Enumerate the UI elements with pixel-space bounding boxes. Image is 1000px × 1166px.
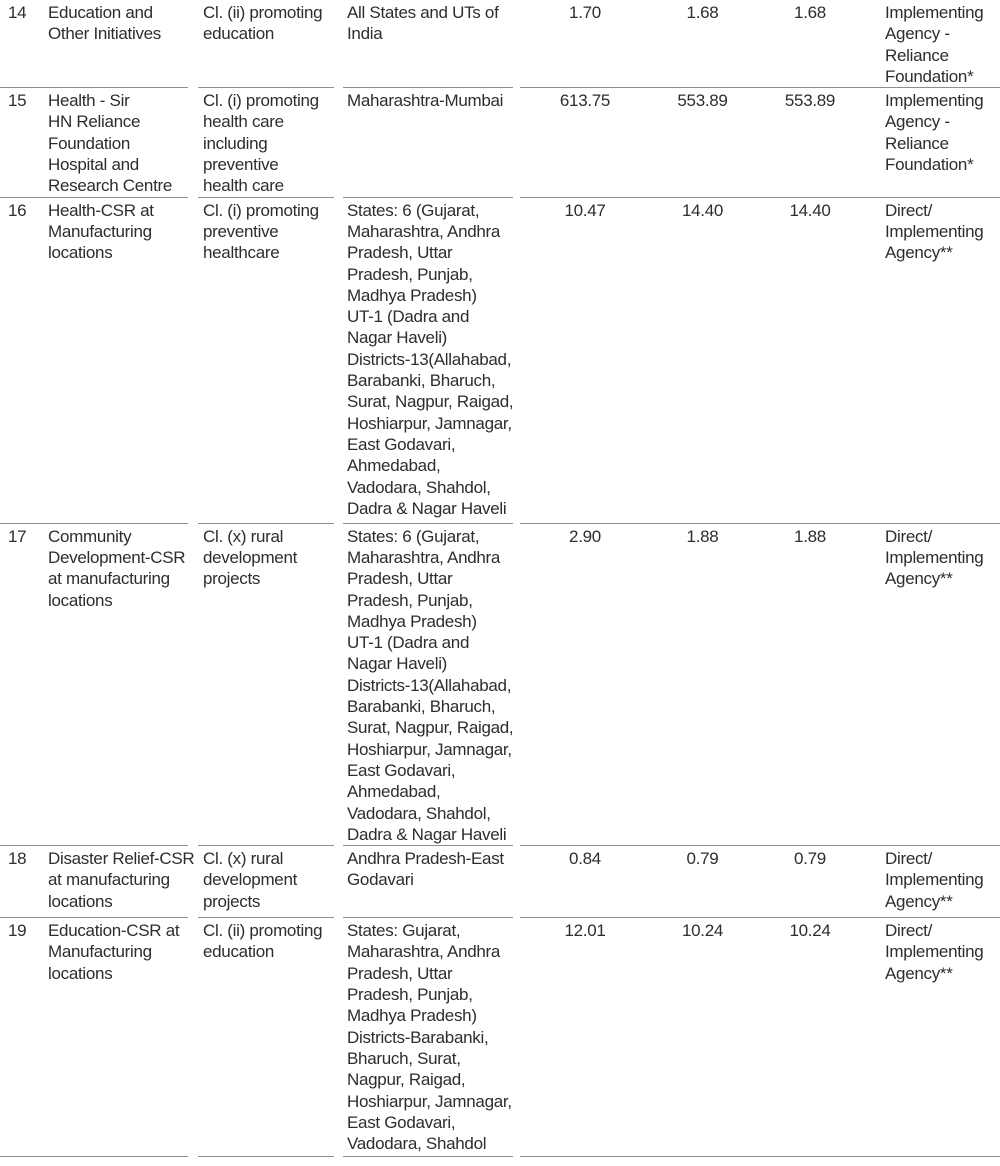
amount-col3-cell: 553.89 [784,91,836,111]
row-group-serial-project: 15 Health - Sir HN Reliance Foundation H… [0,88,188,198]
implementing-agency-cell: Implementing Agency - Reliance Foundatio… [885,91,984,175]
serial-number-cell: 18 [8,849,27,869]
implementing-agency-cell: Direct/ Implementing Agency** [885,921,984,983]
amount-col1-cell: 613.75 [559,91,611,111]
row-group-sector: Cl. (x) rural development projects [198,524,334,847]
row-group-amounts-agency: 10.47 14.40 14.40 Direct/ Implementing A… [520,198,1000,524]
amount-col1-cell: 10.47 [564,200,606,220]
sector-cell: Cl. (x) rural development projects [203,526,298,589]
amount-col3-cell: 1.68 [794,3,826,22]
serial-number-cell: 17 [8,526,27,546]
location-cell: All States and UTs of India [347,3,499,44]
row-group-sector: Cl. (x) rural development projects [198,846,334,919]
amount-col1-cell: 12.01 [564,921,606,941]
row-group-serial-project: 16 Health-CSR at Manufacturing locations [0,198,188,524]
sector-cell: Cl. (ii) promoting education [203,921,323,962]
table-row: 19 Education-CSR at Manufacturing locati… [0,918,1000,1158]
implementing-agency-cell: Direct/ Implementing Agency** [885,200,984,263]
row-group-location: States: 6 (Gujarat, Maharashtra, Andhra … [343,198,514,524]
amount-col3-cell: 1.88 [794,526,826,546]
row-group-amounts-agency: 12.01 10.24 10.24 Direct/ Implementing A… [520,918,1000,1158]
project-name-cell: Health - Sir HN Reliance Foundation Hosp… [48,91,173,196]
sector-cell: Cl. (i) promoting health care including … [203,91,319,196]
row-group-amounts-agency: 0.84 0.79 0.79 Direct/ Implementing Agen… [520,846,1000,919]
project-name-cell: Education-CSR at Manufacturing locations [48,921,180,983]
location-cell: States: 6 (Gujarat, Maharashtra, Andhra … [347,526,514,844]
amount-col2-cell: 1.88 [686,526,719,546]
serial-number-cell: 14 [8,3,27,22]
amount-col2-cell: 10.24 [681,921,724,941]
row-group-serial-project: 18 Disaster Relief-CSR at manufacturing … [0,846,195,919]
row-group-sector: Cl. (ii) promoting education [198,0,334,89]
implementing-agency-cell: Direct/ Implementing Agency** [885,526,984,589]
row-group-sector: Cl. (i) promoting preventive healthcare [198,198,334,524]
row-group-location: Andhra Pradesh-East Godavari [343,846,513,919]
row-group-serial-project: 17 Community Development-CSR at manufact… [0,524,188,847]
row-group-serial-project: 14 Education and Other Initiatives [0,0,188,89]
sector-cell: Cl. (ii) promoting education [203,3,323,44]
table-row: 15 Health - Sir HN Reliance Foundation H… [0,88,1000,198]
location-cell: States: Gujarat, Maharashtra, Andhra Pra… [347,921,512,1154]
location-cell: Maharashtra-Mumbai [347,91,504,111]
row-group-location: Maharashtra-Mumbai [343,88,513,198]
amount-col1-cell: 2.90 [569,526,601,546]
row-group-location: States: Gujarat, Maharashtra, Andhra Pra… [343,918,513,1158]
table-row: 16 Health-CSR at Manufacturing locations… [0,198,1000,524]
project-name-cell: Education and Other Initiatives [48,3,162,44]
row-group-sector: Cl. (ii) promoting education [198,918,334,1158]
amount-col3-cell: 10.24 [789,921,831,941]
table-row: 18 Disaster Relief-CSR at manufacturing … [0,846,1000,919]
amount-col2-cell: 1.68 [686,3,719,22]
sector-cell: Cl. (x) rural development projects [203,849,298,911]
sector-cell: Cl. (i) promoting preventive healthcare [203,200,319,263]
project-name-cell: Health-CSR at Manufacturing locations [48,200,154,263]
serial-number-cell: 19 [8,921,27,941]
location-cell: States: 6 (Gujarat, Maharashtra, Andhra … [347,200,514,518]
location-cell: Andhra Pradesh-East Godavari [347,849,504,890]
serial-number-cell: 15 [8,91,27,111]
amount-col3-cell: 0.79 [794,849,826,869]
row-group-serial-project: 19 Education-CSR at Manufacturing locati… [0,918,188,1158]
row-group-location: All States and UTs of India [343,0,513,89]
implementing-agency-cell: Implementing Agency - Reliance Foundatio… [885,3,984,86]
row-group-amounts-agency: 613.75 553.89 553.89 Implementing Agency… [520,88,1000,198]
amount-col2-cell: 14.40 [681,200,724,220]
row-group-amounts-agency: 2.90 1.88 1.88 Direct/ Implementing Agen… [520,524,1000,847]
amount-col2-cell: 553.89 [677,91,728,111]
amount-col3-cell: 14.40 [789,200,831,220]
row-group-sector: Cl. (i) promoting health care including … [198,88,334,198]
amount-col2-cell: 0.79 [686,849,719,869]
table-row: 14 Education and Other Initiatives Cl. (… [0,0,1000,89]
project-name-cell: Community Development-CSR at manufacturi… [48,526,186,610]
implementing-agency-cell: Direct/ Implementing Agency** [885,849,984,911]
serial-number-cell: 16 [8,200,27,220]
row-group-location: States: 6 (Gujarat, Maharashtra, Andhra … [343,524,514,847]
amount-col1-cell: 0.84 [569,849,601,869]
row-group-amounts-agency: 1.70 1.68 1.68 Implementing Agency - Rel… [520,0,1000,89]
table-row: 17 Community Development-CSR at manufact… [0,524,1000,847]
amount-col1-cell: 1.70 [569,3,601,22]
project-name-cell: Disaster Relief-CSR at manufacturing loc… [48,849,195,911]
